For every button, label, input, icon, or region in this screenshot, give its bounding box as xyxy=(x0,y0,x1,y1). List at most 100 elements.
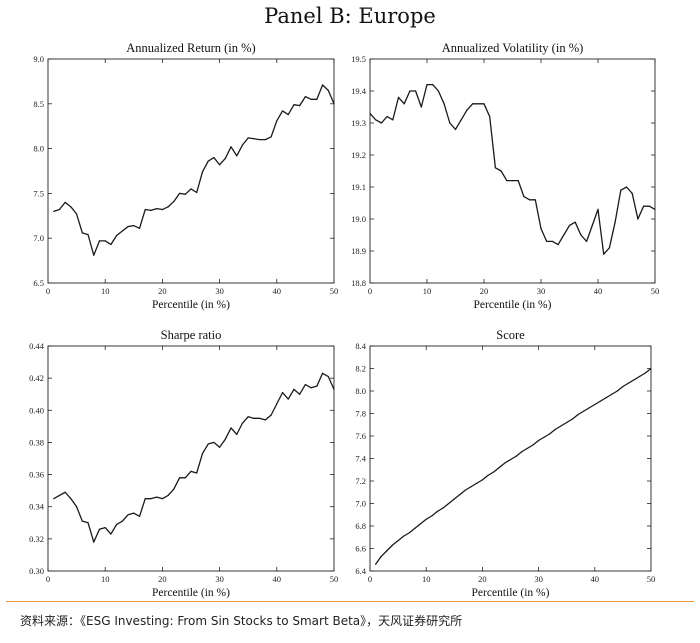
data-point xyxy=(121,520,123,522)
data-point xyxy=(431,515,433,517)
data-point xyxy=(161,208,163,211)
data-point xyxy=(380,555,382,557)
data-point xyxy=(557,244,559,246)
data-point xyxy=(540,228,542,230)
data-point xyxy=(156,208,158,210)
series-line xyxy=(53,372,335,543)
data-point xyxy=(386,116,388,118)
source-note: 资料来源：《ESG Investing: From Sin Stocks to … xyxy=(20,614,463,628)
subplot-title: Annualized Volatility (in %) xyxy=(442,41,584,55)
y-tick-label: 7.4 xyxy=(355,454,366,464)
data-point xyxy=(167,206,169,208)
data-point xyxy=(386,550,388,552)
y-tick-label: 7.0 xyxy=(355,499,366,509)
data-point xyxy=(327,375,329,378)
data-point xyxy=(299,393,301,395)
data-point xyxy=(408,532,410,534)
y-tick-label: 9.0 xyxy=(33,54,44,64)
x-axis-label: Percentile (in %) xyxy=(474,299,552,311)
data-point xyxy=(551,240,554,242)
y-tick-label: 0.40 xyxy=(29,405,44,415)
data-point xyxy=(236,155,238,157)
y-tick-label: 8.5 xyxy=(33,99,44,109)
data-point xyxy=(81,520,83,522)
y-tick-label: 6.5 xyxy=(33,278,44,288)
data-point xyxy=(643,205,645,207)
data-point xyxy=(577,414,579,416)
subplot-title: Sharpe ratio xyxy=(161,328,222,342)
y-tick-label: 0.38 xyxy=(29,437,44,447)
data-point xyxy=(127,514,129,516)
y-tick-label: 19.4 xyxy=(351,86,367,96)
data-point xyxy=(259,139,261,141)
data-point xyxy=(144,208,146,211)
y-tick-label: 8.4 xyxy=(355,341,366,351)
data-point xyxy=(64,201,66,203)
data-point xyxy=(466,109,468,111)
data-point xyxy=(375,563,377,565)
subplot-3: Sharpe ratio 0 10 20 30 40 50 0.30 0.32 0.34 0.36 0… xyxy=(29,328,338,599)
data-point xyxy=(178,192,181,194)
data-point xyxy=(110,243,112,246)
data-point xyxy=(236,433,238,435)
source-divider xyxy=(6,601,694,602)
data-point xyxy=(515,455,517,457)
y-tick-label: 8.0 xyxy=(355,386,366,396)
data-point xyxy=(627,382,630,384)
x-tick-label: 20 xyxy=(478,574,487,584)
data-point xyxy=(184,193,186,195)
data-point xyxy=(504,462,506,464)
data-point xyxy=(489,116,491,118)
data-point xyxy=(493,471,495,473)
data-point xyxy=(571,418,573,420)
data-point xyxy=(500,170,502,172)
data-point xyxy=(287,113,289,116)
data-point xyxy=(219,164,221,166)
data-point xyxy=(506,180,508,182)
subplot-4: Score 0 10 20 30 40 50 6.4 6.6 6.8 7.0 7.2 7.4 7.6 7.8… xyxy=(355,328,655,599)
data-point xyxy=(247,137,249,139)
data-point xyxy=(293,388,295,390)
data-point xyxy=(150,498,152,500)
data-point xyxy=(161,498,163,500)
data-point xyxy=(448,502,450,505)
data-point xyxy=(110,533,112,535)
data-point xyxy=(549,433,551,435)
series-line xyxy=(53,84,335,256)
data-point xyxy=(144,498,146,500)
data-point xyxy=(616,390,618,392)
data-point xyxy=(425,518,427,520)
y-tick-label: 7.8 xyxy=(355,409,366,419)
x-tick-label: 0 xyxy=(368,574,372,584)
data-point xyxy=(415,90,417,92)
data-point xyxy=(523,196,525,198)
data-point xyxy=(230,427,232,429)
data-point xyxy=(310,98,312,100)
data-point xyxy=(397,540,399,542)
x-tick-label: 0 xyxy=(46,574,50,584)
data-point xyxy=(207,160,209,162)
x-tick-label: 30 xyxy=(534,574,543,584)
y-tick-label: 19.3 xyxy=(351,118,366,128)
data-point xyxy=(87,522,89,524)
x-tick-label: 50 xyxy=(330,574,339,584)
data-point xyxy=(259,417,261,419)
data-point xyxy=(436,510,439,512)
y-tick-label: 6.4 xyxy=(355,566,366,576)
data-point xyxy=(521,451,523,453)
data-point xyxy=(529,199,531,201)
data-point xyxy=(517,180,519,182)
data-point xyxy=(53,498,55,500)
data-point xyxy=(173,200,175,203)
data-point xyxy=(270,136,272,138)
data-point xyxy=(432,84,434,86)
x-tick-label: 10 xyxy=(423,286,432,296)
data-point xyxy=(156,496,158,498)
data-point xyxy=(580,234,582,236)
y-tick-label: 0.30 xyxy=(29,566,44,576)
series-points xyxy=(375,367,652,565)
data-point xyxy=(459,493,461,496)
data-point xyxy=(391,544,394,546)
data-point xyxy=(481,479,483,481)
data-point xyxy=(511,180,514,182)
